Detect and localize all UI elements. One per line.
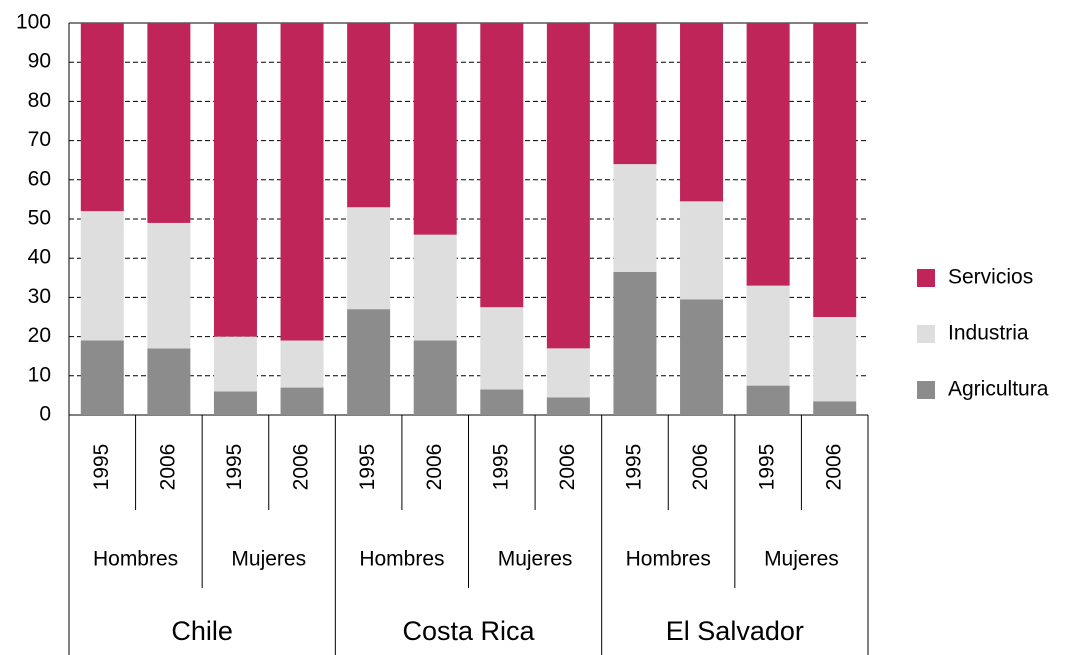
group-label: Mujeres [231, 548, 306, 571]
bar-segment [480, 389, 524, 415]
bar-segment [813, 401, 857, 415]
country-label: Chile [171, 616, 233, 646]
legend-label: Industria [948, 322, 1029, 345]
bar-segment [680, 299, 724, 415]
bar-segment [813, 317, 857, 402]
bar-segment [147, 348, 191, 415]
x-tick-label: 1995 [356, 444, 379, 491]
bar-segment [746, 385, 790, 415]
bar-segment [480, 23, 524, 308]
y-tick-label: 40 [28, 246, 51, 269]
legend-swatch [917, 269, 935, 287]
country-label: Costa Rica [402, 616, 535, 646]
bar-segment [413, 340, 457, 415]
group-label: Hombres [359, 548, 444, 571]
y-tick-label: 0 [39, 403, 51, 426]
bar-segment [280, 23, 324, 341]
legend-swatch [917, 325, 935, 343]
x-tick-label: 2006 [556, 444, 579, 491]
bar-segment [280, 387, 324, 415]
bar-segment [680, 201, 724, 300]
bar-segment [613, 271, 657, 415]
group-label: Hombres [93, 548, 178, 571]
legend-label: Servicios [948, 266, 1033, 289]
x-tick-label: 2006 [423, 444, 446, 491]
group-label: Mujeres [764, 548, 839, 571]
legend-label: Agricultura [948, 378, 1049, 401]
bar-segment [813, 23, 857, 317]
bar-segment [480, 307, 524, 390]
x-tick-label: 1995 [623, 444, 646, 491]
x-tick-label: 1995 [90, 444, 113, 491]
x-tick-label: 2006 [689, 444, 712, 491]
y-tick-label: 90 [28, 50, 51, 73]
bar-segment [613, 164, 657, 272]
bar-segment [147, 23, 191, 223]
x-tick-label: 1995 [223, 444, 246, 491]
bar-segment [80, 23, 124, 212]
y-tick-label: 60 [28, 167, 51, 190]
bar-segment [347, 23, 391, 208]
y-tick-label: 100 [16, 11, 51, 34]
y-tick-label: 30 [28, 285, 51, 308]
bar-segment [746, 23, 790, 286]
x-tick-label: 2006 [822, 444, 845, 491]
x-tick-label: 2006 [290, 444, 313, 491]
x-tick-label: 2006 [156, 444, 179, 491]
country-label: El Salvador [666, 616, 804, 646]
y-tick-label: 50 [28, 207, 51, 230]
bar-segment [213, 391, 257, 415]
bar-segment [413, 23, 457, 235]
bar-segment [546, 348, 590, 398]
bar-segment [746, 285, 790, 386]
group-label: Hombres [626, 548, 711, 571]
bar-segment [613, 23, 657, 165]
x-tick-label: 1995 [489, 444, 512, 491]
group-label: Mujeres [498, 548, 573, 571]
y-tick-label: 20 [28, 324, 51, 347]
bar-segment [680, 23, 724, 202]
bar-segment [213, 23, 257, 337]
bar-segment [546, 23, 590, 349]
bar-segment [280, 340, 324, 388]
bar-segment [147, 222, 191, 349]
bar-segment [546, 397, 590, 415]
y-tick-label: 80 [28, 89, 51, 112]
x-tick-label: 1995 [756, 444, 779, 491]
bar-segment [213, 336, 257, 392]
y-tick-label: 10 [28, 363, 51, 386]
legend-swatch [917, 381, 935, 399]
bar-segment [80, 340, 124, 415]
y-tick-label: 70 [28, 128, 51, 151]
bar-segment [347, 207, 391, 310]
bar-segment [413, 234, 457, 341]
bar-segment [347, 309, 391, 415]
bar-segment [80, 211, 124, 341]
